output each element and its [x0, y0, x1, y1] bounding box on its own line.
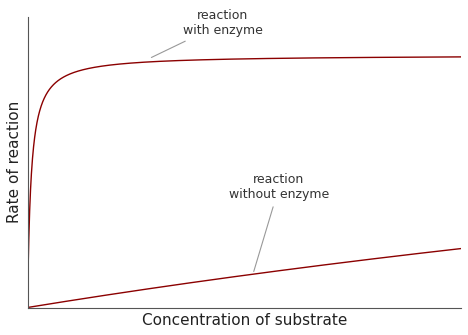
X-axis label: Concentration of substrate: Concentration of substrate: [142, 313, 347, 328]
Text: reaction
with enzyme: reaction with enzyme: [152, 9, 263, 58]
Text: reaction
without enzyme: reaction without enzyme: [229, 174, 329, 271]
Y-axis label: Rate of reaction: Rate of reaction: [7, 101, 22, 223]
